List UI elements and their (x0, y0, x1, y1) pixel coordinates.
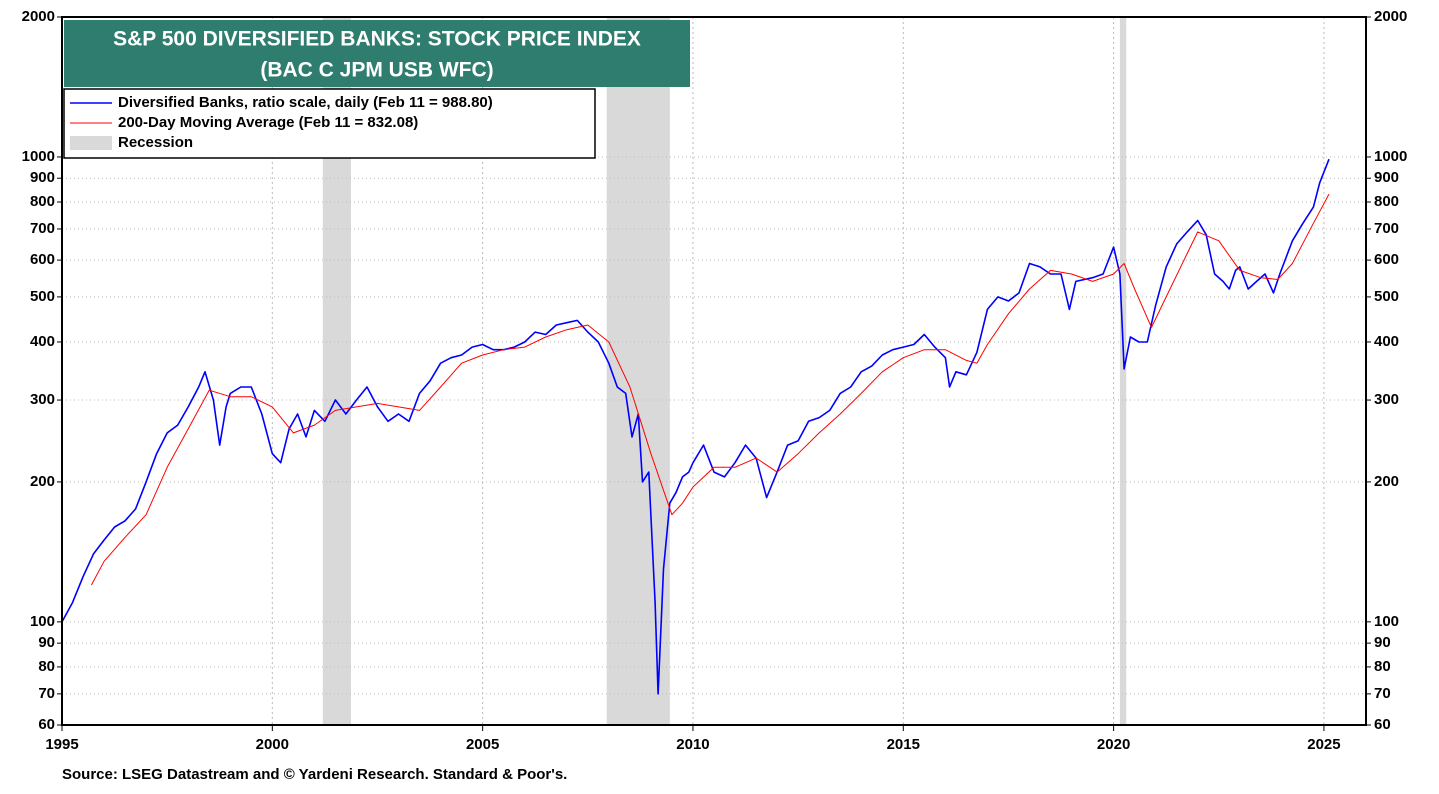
x-tick-label: 2025 (1307, 736, 1340, 753)
chart-subtitle: (BAC C JPM USB WFC) (260, 59, 493, 82)
y-tick-label: 90 (38, 634, 55, 651)
source-note: Source: LSEG Datastream and © Yardeni Re… (62, 766, 567, 783)
chart-title: S&P 500 DIVERSIFIED BANKS: STOCK PRICE I… (113, 28, 641, 51)
y-tick-label: 900 (30, 169, 55, 186)
legend-swatch (70, 136, 112, 150)
y-tick-label: 500 (30, 288, 55, 305)
y-tick-label: 80 (38, 658, 55, 675)
y2-tick-label: 80 (1374, 658, 1391, 675)
recession-band (1119, 17, 1127, 725)
y-tick-label: 100 (30, 613, 55, 630)
y2-tick-label: 600 (1374, 251, 1399, 268)
title-box (64, 20, 690, 87)
line-layer (61, 158, 1330, 695)
series-line (90, 193, 1330, 586)
y-tick-label: 800 (30, 193, 55, 210)
y2-tick-label: 800 (1374, 193, 1399, 210)
recession-band (606, 17, 670, 725)
y2-tick-label: 1000 (1374, 148, 1407, 165)
y2-tick-label: 60 (1374, 716, 1391, 733)
y-tick-label: 700 (30, 220, 55, 237)
x-tick-label: 1995 (45, 736, 78, 753)
y-tick-label: 60 (38, 716, 55, 733)
y2-tick-label: 300 (1374, 391, 1399, 408)
y2-tick-label: 700 (1374, 220, 1399, 237)
y2-tick-label: 2000 (1374, 8, 1407, 25)
legend-label: Diversified Banks, ratio scale, daily (F… (118, 94, 493, 111)
y-tick-label: 300 (30, 391, 55, 408)
y-tick-label: 600 (30, 251, 55, 268)
y2-tick-label: 200 (1374, 473, 1399, 490)
legend-box (63, 88, 596, 159)
y2-tick-label: 100 (1374, 613, 1399, 630)
y2-tick-label: 500 (1374, 288, 1399, 305)
y-tick-label: 70 (38, 685, 55, 702)
series-line (61, 158, 1330, 695)
x-tick-label: 2000 (256, 736, 289, 753)
x-tick-label: 2005 (466, 736, 499, 753)
y-tick-label: 1000 (22, 148, 55, 165)
y-tick-label: 200 (30, 473, 55, 490)
y2-tick-label: 900 (1374, 169, 1399, 186)
y2-tick-label: 70 (1374, 685, 1391, 702)
legend-label: 200-Day Moving Average (Feb 11 = 832.08) (118, 114, 418, 131)
plot-frame (61, 16, 1367, 726)
x-tick-label: 2015 (887, 736, 920, 753)
y-tick-label: 400 (30, 333, 55, 350)
y2-tick-label: 400 (1374, 333, 1399, 350)
x-tick-label: 2020 (1097, 736, 1130, 753)
y2-tick-label: 90 (1374, 634, 1391, 651)
y-tick-label: 2000 (22, 8, 55, 25)
x-tick-label: 2010 (676, 736, 709, 753)
legend-label: Recession (118, 134, 193, 151)
